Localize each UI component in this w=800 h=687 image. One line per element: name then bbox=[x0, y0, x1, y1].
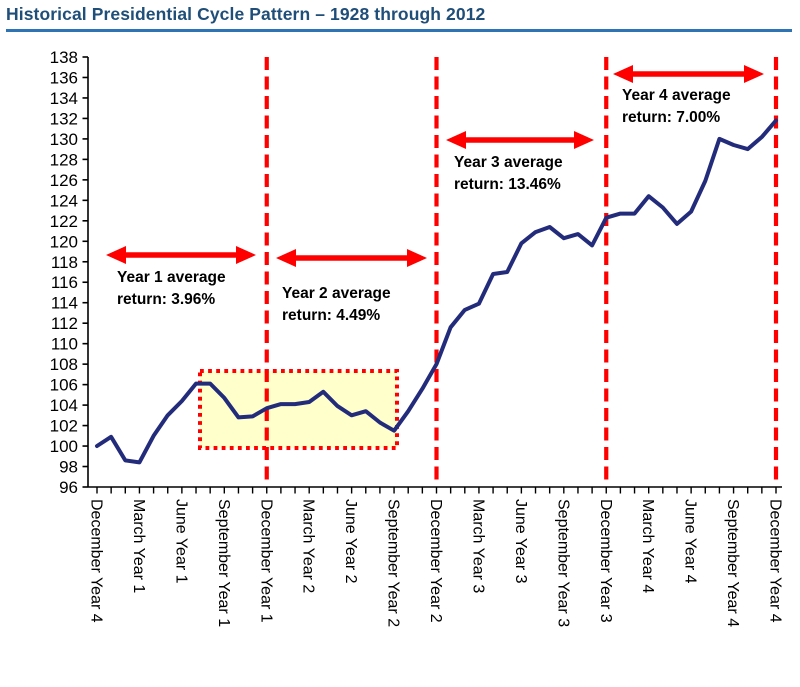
highlight-box-fill bbox=[200, 371, 397, 448]
y-tick-label: 102 bbox=[50, 417, 78, 436]
x-tick-label: September Year 2 bbox=[385, 499, 402, 627]
arrow-right-head bbox=[574, 131, 594, 149]
annotation-year-1-line2: return: 3.96% bbox=[117, 291, 215, 308]
page-title-block: Historical Presidential Cycle Pattern – … bbox=[6, 4, 792, 32]
y-tick-label: 130 bbox=[50, 130, 78, 149]
x-tick-label: December Year 3 bbox=[597, 499, 614, 623]
y-tick-label: 96 bbox=[59, 478, 78, 497]
arrow-right-head bbox=[744, 65, 764, 83]
annotation-year-3-line1: Year 3 average bbox=[454, 154, 563, 171]
data-line bbox=[95, 118, 778, 465]
y-tick-label: 122 bbox=[50, 212, 78, 231]
annotation-year-4-line2: return: 7.00% bbox=[622, 109, 720, 126]
y-tick-label: 136 bbox=[50, 68, 78, 87]
y-tick-label: 104 bbox=[50, 396, 78, 415]
y-tick-label: 138 bbox=[50, 48, 78, 67]
x-tick-label: March Year 3 bbox=[469, 499, 486, 593]
y-tick-label: 100 bbox=[50, 437, 78, 456]
x-tick-label: December Year 4 bbox=[88, 499, 105, 623]
y-tick-label: 118 bbox=[51, 253, 78, 272]
x-tick-label: December Year 1 bbox=[257, 499, 274, 623]
x-tick-label: June Year 3 bbox=[512, 499, 529, 584]
annotation-year-1-line1: Year 1 average bbox=[117, 269, 226, 286]
annotation-year-2-line2: return: 4.49% bbox=[282, 307, 380, 324]
annotation-year-4-line1: Year 4 average bbox=[622, 87, 731, 104]
y-tick-label: 128 bbox=[50, 150, 78, 169]
x-tick-label: December Year 4 bbox=[767, 499, 784, 623]
annotation-year-3-line2: return: 13.46% bbox=[454, 176, 561, 193]
page-title: Historical Presidential Cycle Pattern – … bbox=[6, 4, 486, 24]
y-tick-label: 116 bbox=[51, 273, 78, 292]
y-tick-label: 114 bbox=[51, 294, 78, 313]
annotation-year-2-line1: Year 2 average bbox=[282, 285, 391, 302]
x-tick-label: June Year 1 bbox=[172, 499, 189, 584]
x-tick-label: September Year 1 bbox=[215, 499, 232, 627]
y-tick-label: 126 bbox=[50, 171, 78, 190]
x-tick-label: December Year 2 bbox=[427, 499, 444, 623]
arrow-left-head bbox=[106, 246, 126, 264]
x-tick-label: September Year 4 bbox=[724, 499, 741, 627]
highlight-box-border bbox=[198, 369, 399, 450]
x-tick-label: June Year 2 bbox=[342, 499, 359, 584]
y-tick-label: 110 bbox=[51, 335, 78, 354]
y-tick-label: 132 bbox=[50, 109, 78, 128]
x-tick-label: June Year 4 bbox=[682, 499, 699, 584]
y-tick-label: 106 bbox=[50, 376, 78, 395]
y-tick-label: 108 bbox=[50, 355, 78, 374]
x-tick-label: March Year 2 bbox=[300, 499, 317, 593]
arrow-right-head bbox=[407, 249, 427, 267]
y-tick-label: 112 bbox=[51, 314, 78, 333]
x-tick-label: September Year 3 bbox=[554, 499, 571, 627]
x-tick-label: March Year 4 bbox=[639, 499, 656, 593]
arrow-left-head bbox=[276, 249, 296, 267]
x-tick-label: March Year 1 bbox=[130, 499, 147, 593]
arrow-left-head bbox=[446, 131, 466, 149]
y-tick-label: 124 bbox=[50, 191, 78, 210]
y-tick-label: 98 bbox=[59, 458, 78, 477]
y-tick-label: 134 bbox=[50, 89, 78, 108]
arrow-right-head bbox=[236, 246, 256, 264]
arrow-left-head bbox=[613, 65, 633, 83]
y-tick-label: 120 bbox=[50, 232, 78, 251]
